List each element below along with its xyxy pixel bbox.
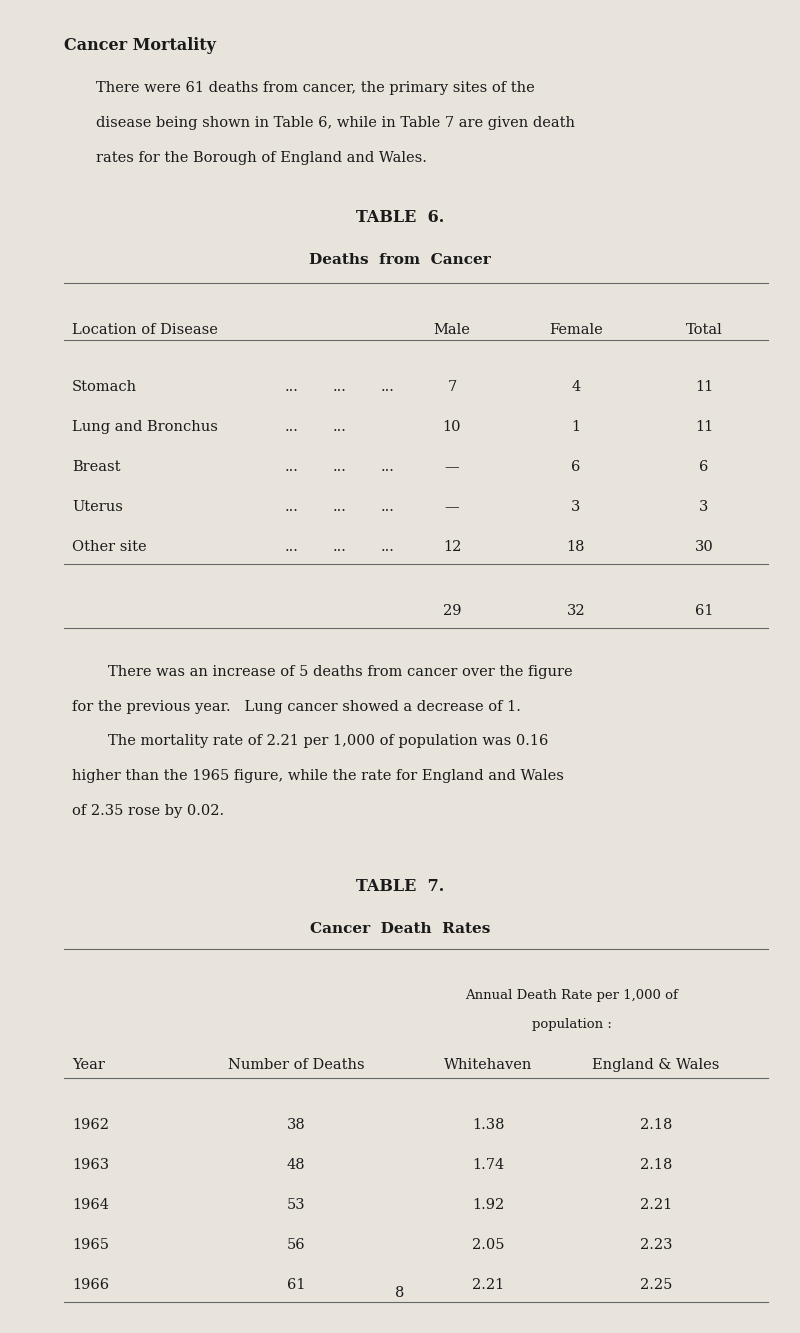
Text: Male: Male <box>434 323 470 337</box>
Text: higher than the 1965 figure, while the rate for England and Wales: higher than the 1965 figure, while the r… <box>72 769 564 784</box>
Text: 6: 6 <box>699 460 709 475</box>
Text: 18: 18 <box>566 540 586 555</box>
Text: for the previous year.   Lung cancer showed a decrease of 1.: for the previous year. Lung cancer showe… <box>72 700 521 714</box>
Text: England & Wales: England & Wales <box>592 1058 720 1073</box>
Text: 2.21: 2.21 <box>640 1198 672 1213</box>
Text: 48: 48 <box>286 1158 306 1173</box>
Text: ...: ... <box>333 380 347 395</box>
Text: 30: 30 <box>694 540 714 555</box>
Text: 4: 4 <box>571 380 581 395</box>
Text: There were 61 deaths from cancer, the primary sites of the: There were 61 deaths from cancer, the pr… <box>96 81 534 96</box>
Text: ...: ... <box>285 420 299 435</box>
Text: disease being shown in Table 6, while in Table 7 are given death: disease being shown in Table 6, while in… <box>96 116 575 131</box>
Text: rates for the Borough of England and Wales.: rates for the Borough of England and Wal… <box>96 151 427 165</box>
Text: 3: 3 <box>699 500 709 515</box>
Text: Cancer  Death  Rates: Cancer Death Rates <box>310 922 490 937</box>
Text: of 2.35 rose by 0.02.: of 2.35 rose by 0.02. <box>72 804 224 818</box>
Text: 12: 12 <box>443 540 461 555</box>
Text: Cancer Mortality: Cancer Mortality <box>64 37 216 55</box>
Text: ...: ... <box>381 460 395 475</box>
Text: 1.92: 1.92 <box>472 1198 504 1213</box>
Text: 1: 1 <box>571 420 581 435</box>
Text: ...: ... <box>333 460 347 475</box>
Text: ...: ... <box>333 420 347 435</box>
Text: 1965: 1965 <box>72 1238 109 1253</box>
Text: population :: population : <box>532 1018 612 1032</box>
Text: 1963: 1963 <box>72 1158 109 1173</box>
Text: Other site: Other site <box>72 540 146 555</box>
Text: ...: ... <box>381 500 395 515</box>
Text: 2.05: 2.05 <box>472 1238 504 1253</box>
Text: Deaths  from  Cancer: Deaths from Cancer <box>309 253 491 268</box>
Text: Female: Female <box>549 323 603 337</box>
Text: 32: 32 <box>566 604 586 619</box>
Text: 53: 53 <box>286 1198 306 1213</box>
Text: 6: 6 <box>571 460 581 475</box>
Text: Number of Deaths: Number of Deaths <box>228 1058 364 1073</box>
Text: Stomach: Stomach <box>72 380 137 395</box>
Text: Total: Total <box>686 323 722 337</box>
Text: 7: 7 <box>447 380 457 395</box>
Text: 29: 29 <box>442 604 462 619</box>
Text: 61: 61 <box>694 604 714 619</box>
Text: Breast: Breast <box>72 460 121 475</box>
Text: 8: 8 <box>395 1285 405 1300</box>
Text: ...: ... <box>333 540 347 555</box>
Text: ...: ... <box>381 380 395 395</box>
Text: Location of Disease: Location of Disease <box>72 323 218 337</box>
Text: 1962: 1962 <box>72 1118 109 1133</box>
Text: Year: Year <box>72 1058 105 1073</box>
Text: 3: 3 <box>571 500 581 515</box>
Text: Whitehaven: Whitehaven <box>444 1058 532 1073</box>
Text: TABLE  6.: TABLE 6. <box>356 209 444 227</box>
Text: Uterus: Uterus <box>72 500 123 515</box>
Text: The mortality rate of 2.21 per 1,000 of population was 0.16: The mortality rate of 2.21 per 1,000 of … <box>108 734 548 749</box>
Text: Lung and Bronchus: Lung and Bronchus <box>72 420 218 435</box>
Text: ...: ... <box>285 460 299 475</box>
Text: ...: ... <box>285 380 299 395</box>
Text: 38: 38 <box>286 1118 306 1133</box>
Text: 1964: 1964 <box>72 1198 109 1213</box>
Text: TABLE  7.: TABLE 7. <box>356 878 444 896</box>
Text: ...: ... <box>381 540 395 555</box>
Text: 1.38: 1.38 <box>472 1118 504 1133</box>
Text: 2.23: 2.23 <box>640 1238 672 1253</box>
Text: ...: ... <box>285 500 299 515</box>
Text: —: — <box>445 460 459 475</box>
Text: 11: 11 <box>695 420 713 435</box>
Text: 1966: 1966 <box>72 1278 109 1293</box>
Text: 2.21: 2.21 <box>472 1278 504 1293</box>
Text: 61: 61 <box>286 1278 306 1293</box>
Text: There was an increase of 5 deaths from cancer over the figure: There was an increase of 5 deaths from c… <box>108 665 573 680</box>
Text: 2.18: 2.18 <box>640 1158 672 1173</box>
Text: 10: 10 <box>442 420 462 435</box>
Text: 1.74: 1.74 <box>472 1158 504 1173</box>
Text: —: — <box>445 500 459 515</box>
Text: ...: ... <box>333 500 347 515</box>
Text: 11: 11 <box>695 380 713 395</box>
Text: ...: ... <box>285 540 299 555</box>
Text: 56: 56 <box>286 1238 306 1253</box>
Text: 2.25: 2.25 <box>640 1278 672 1293</box>
Text: Annual Death Rate per 1,000 of: Annual Death Rate per 1,000 of <box>466 989 678 1002</box>
Text: 2.18: 2.18 <box>640 1118 672 1133</box>
